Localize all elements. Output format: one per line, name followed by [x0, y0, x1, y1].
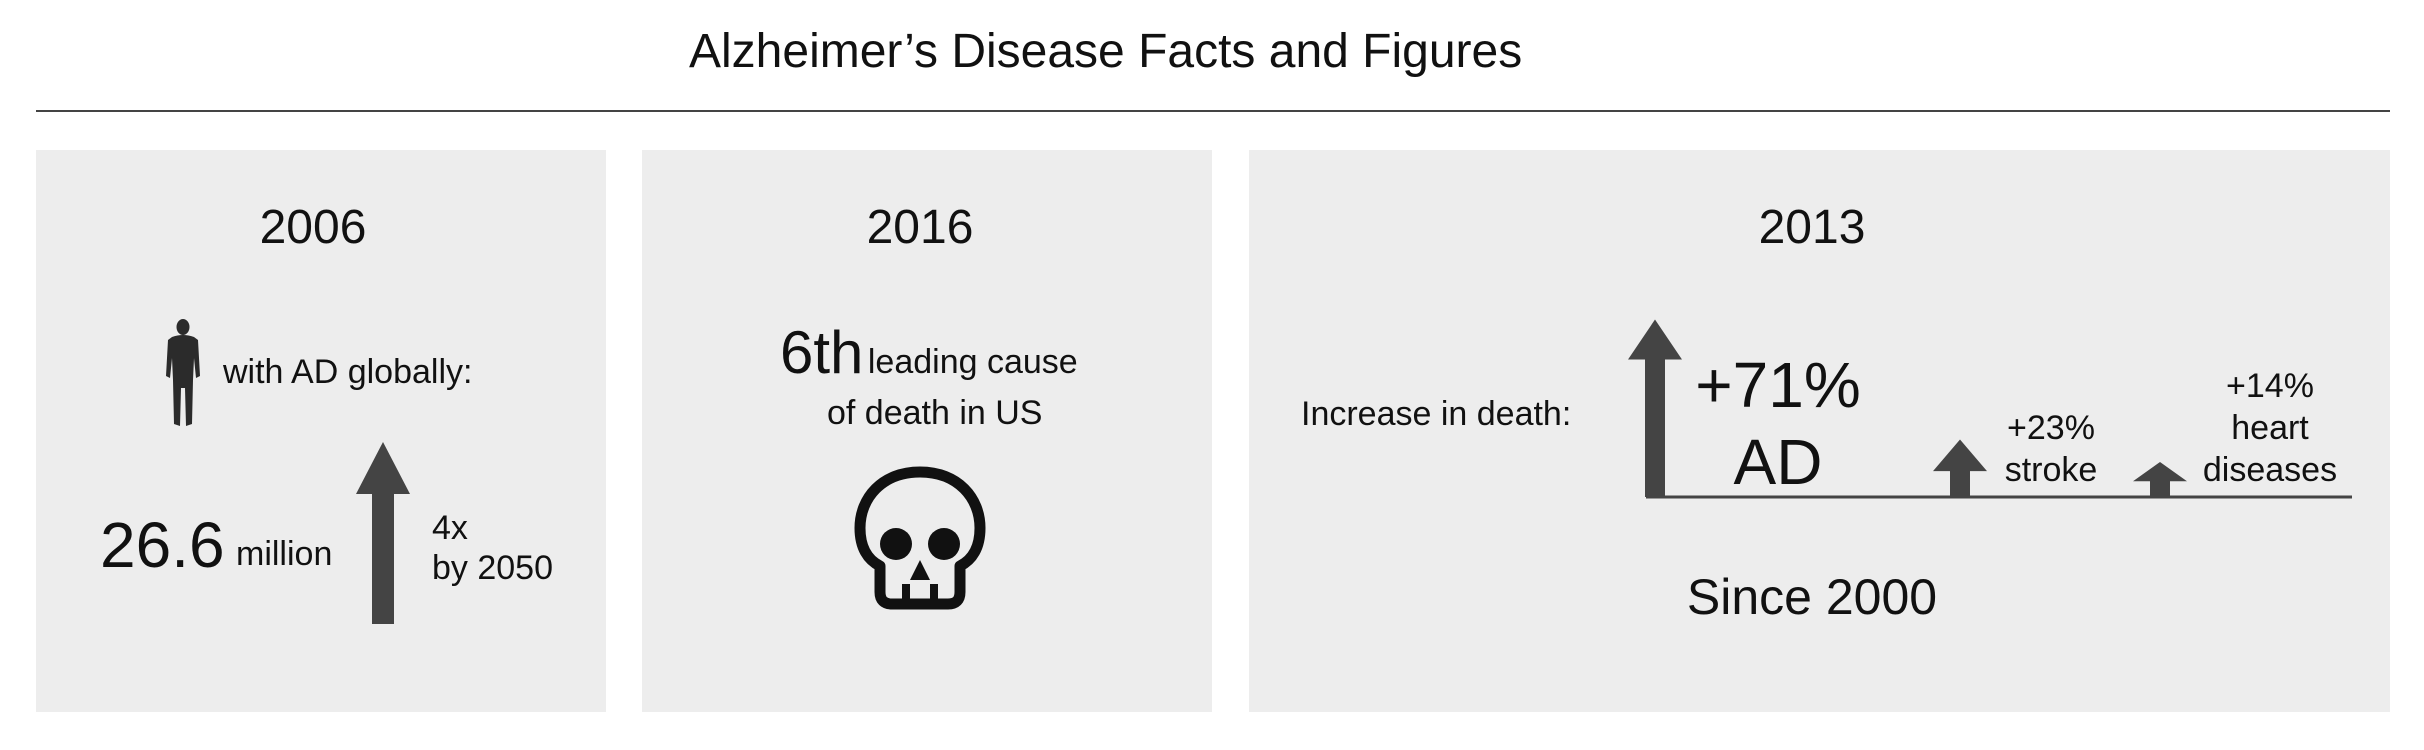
stroke-increase-arrow: [1933, 439, 1987, 497]
with-ad-globally-label: with AD globally:: [223, 353, 473, 391]
panel-2016-year: 2016: [866, 201, 974, 254]
heart-increase-label-line2: diseases: [2202, 451, 2338, 489]
cause-of-death-rank: 6th leading cause: [780, 318, 1078, 387]
page-title: Alzheimer’s Disease Facts and Figures: [689, 25, 1523, 78]
stroke-increase-label: stroke: [2004, 451, 2098, 489]
panel-2016: [642, 150, 1212, 712]
stroke-increase-value: +23%: [2007, 409, 2095, 447]
ad-count-value: 26.6: [100, 509, 225, 581]
panel-2006: [36, 150, 606, 712]
increase-in-death-label: Increase in death:: [1301, 395, 1572, 433]
rank-text-line2: of death in US: [827, 394, 1043, 432]
panel-2013: [1249, 150, 2390, 712]
ad-increase-arrow: [1628, 319, 1682, 497]
skull-icon: [854, 466, 986, 610]
heart-increase-label-line1: heart: [2231, 409, 2309, 447]
ad-increase-value: +71%: [1695, 349, 1861, 421]
increase-arrows-chart: [1628, 319, 2352, 499]
ad-increase-label: AD: [1733, 426, 1823, 498]
growth-multiplier: 4x: [432, 509, 468, 547]
panel-2006-year: 2006: [259, 201, 367, 254]
ad-count-unit: million: [236, 535, 333, 573]
rank-value: 6th: [780, 319, 864, 386]
rank-text-line1: leading cause: [867, 343, 1078, 381]
person-silhouette-icon: [166, 319, 200, 426]
heart-increase-arrow: [2133, 462, 2187, 497]
panel-2013-year: 2013: [1758, 201, 1866, 254]
since-2000-label: Since 2000: [1686, 569, 1938, 625]
growth-year: by 2050: [432, 549, 553, 587]
up-arrow-icon: [356, 442, 410, 624]
title-divider: [36, 110, 2390, 112]
heart-increase-value: +14%: [2226, 367, 2314, 405]
